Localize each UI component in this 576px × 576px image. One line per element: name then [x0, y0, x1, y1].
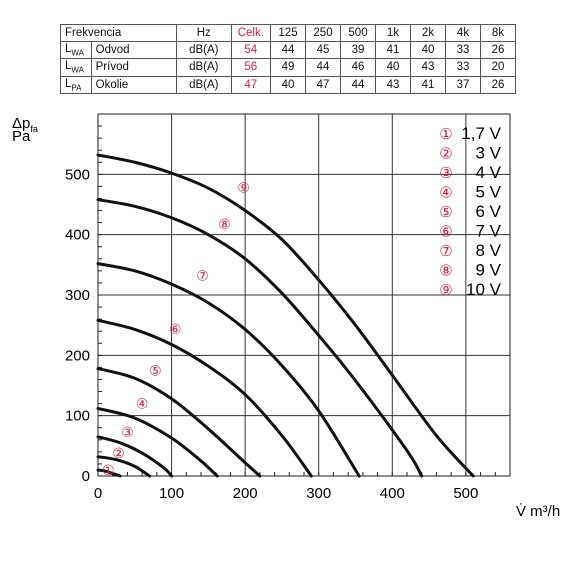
row-symbol-sub: PA	[71, 82, 82, 92]
chart-tick-labels: 0 100 200 300 400 500 0 100 200 300 400 500	[65, 166, 478, 502]
table-row: LPA Okolie dB(A) 47 40 47 44 43 41 37 26	[60, 75, 516, 94]
curve-3V	[96, 455, 151, 478]
x-tick-label: 500	[453, 485, 478, 502]
curve-5V	[96, 406, 219, 478]
curve-marker: ⑨	[237, 180, 250, 196]
curve-marker: ⑤	[149, 362, 162, 378]
row-value-cell: 45	[305, 40, 341, 60]
legend-marker: ⑨	[439, 282, 452, 299]
curve-marker: ③	[121, 424, 134, 440]
chart-legend: ① 1,7 V ② 3 V ③ 4 V ④ 5 V ⑤ 6 V ⑥ 7 V ⑦ 8 V ⑧ 9 V ⑨ 10 V	[439, 124, 501, 299]
row-total-cell: 47	[230, 75, 272, 94]
row-value-cell: 26	[480, 40, 516, 60]
legend-label: 9 V	[475, 261, 501, 280]
row-value-cell: 26	[480, 75, 516, 94]
curve-9V	[96, 198, 424, 478]
y-tick-label: 0	[82, 468, 90, 485]
curve-marker: ⑦	[196, 268, 209, 284]
x-tick-label: 0	[94, 485, 102, 502]
legend-marker: ③	[439, 165, 452, 182]
chart-curves	[96, 153, 475, 478]
legend-marker: ⑦	[439, 243, 452, 260]
curve-marker: ④	[136, 396, 149, 412]
legend-label: 8 V	[475, 241, 501, 260]
x-axis-label: V̇ m³/h	[516, 503, 560, 520]
y-tick-label: 400	[65, 227, 90, 244]
row-symbol: L	[65, 60, 72, 73]
legend-marker: ⑤	[439, 204, 452, 221]
legend-marker: ⑧	[439, 263, 452, 280]
row-value-cell: 44	[340, 75, 376, 94]
table-header-cell: 250	[305, 24, 341, 42]
y-axis-label: Δpfa	[12, 115, 38, 134]
noise-table-body: LWA Odvod dB(A) 54 44 45 39 41 40 33 26 LWA Prívod dB…	[60, 40, 516, 94]
noise-table-header-row: Frekvencia Hz Celk. 125 250 500 1k 2k 4k 8k	[60, 24, 516, 42]
row-value-cell: 43	[375, 75, 411, 94]
curve-10V	[96, 153, 475, 478]
legend-label: 3 V	[475, 144, 501, 163]
x-tick-label: 300	[306, 485, 331, 502]
row-symbol-sub: WA	[71, 48, 84, 58]
legend-marker: ②	[439, 146, 452, 163]
legend-label: 4 V	[475, 163, 501, 182]
row-value-cell: 47	[305, 75, 341, 94]
curve-marker: ⑧	[218, 216, 231, 232]
y-axis-label-main: Δp	[12, 115, 30, 132]
curve-17V	[96, 468, 122, 478]
legend-marker: ④	[439, 185, 452, 202]
y-tick-label: 500	[65, 166, 90, 183]
legend-label: 5 V	[475, 183, 501, 202]
curve-8V	[96, 262, 361, 478]
legend-label: 7 V	[475, 222, 501, 241]
row-symbol-sub: WA	[71, 65, 84, 75]
row-name-cell: Okolie	[90, 75, 177, 94]
y-axis-unit: Pa	[12, 128, 31, 145]
y-tick-label: 200	[65, 347, 90, 364]
curve-6V	[96, 367, 262, 478]
legend-label: 6 V	[475, 202, 501, 221]
y-tick-label: 100	[65, 408, 90, 425]
x-tick-label: 200	[233, 485, 258, 502]
legend-label: 10 V	[466, 280, 502, 299]
row-value-cell: 37	[445, 75, 481, 94]
curve-7V	[96, 318, 313, 478]
y-axis-label-sub: fa	[30, 124, 38, 134]
curve-marker: ⑥	[169, 321, 182, 337]
curve-marker: ①	[102, 462, 115, 478]
curve-4V	[96, 435, 174, 478]
curve-marker: ②	[112, 445, 125, 461]
row-value-cell: 40	[270, 75, 306, 94]
y-tick-label: 300	[65, 287, 90, 304]
x-tick-label: 100	[159, 485, 184, 502]
row-symbol: L	[65, 77, 72, 90]
legend-marker: ⑥	[439, 224, 452, 241]
row-symbol: L	[65, 43, 72, 55]
row-unit-cell: dB(A)	[175, 75, 232, 94]
x-tick-label: 400	[380, 485, 405, 502]
legend-label: 1,7 V	[461, 124, 501, 143]
legend-marker: ①	[439, 126, 452, 143]
row-name-cell: Odvod	[90, 40, 177, 60]
noise-table: Frekvencia Hz Celk. 125 250 500 1k 2k 4k 8k LWA Od…	[60, 24, 516, 94]
chart-grid	[97, 113, 511, 477]
chart-curve-markers: ①② ③④ ⑤ ⑥ ⑦ ⑧ ⑨	[102, 180, 250, 478]
row-unit-cell: dB(A)	[175, 40, 232, 60]
